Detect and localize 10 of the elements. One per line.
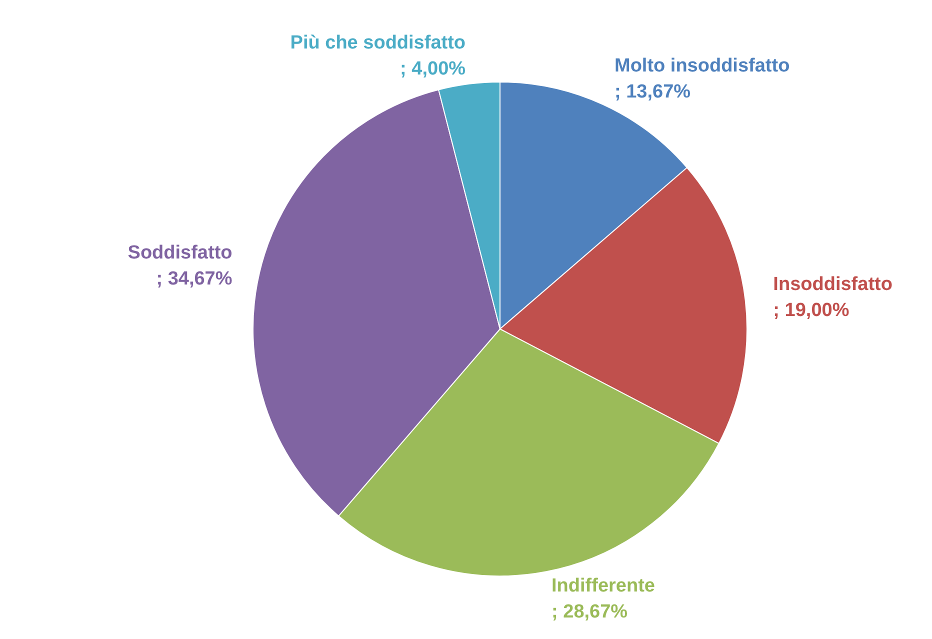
data-label: ; 13,67% [614,81,691,102]
slice-label: Molto insoddisfatto [614,55,790,76]
data-label: ; 19,00% [773,300,850,321]
data-label: ; 4,00% [400,58,466,80]
slice-label: Insoddisfatto [773,274,892,295]
data-label: ; 28,67% [552,602,628,623]
slice-label: Soddisfatto [128,242,232,264]
slice-label: Indifferente [552,576,655,597]
data-label: ; 34,67% [156,268,232,290]
slice-label: Più che soddisfatto [290,32,466,54]
